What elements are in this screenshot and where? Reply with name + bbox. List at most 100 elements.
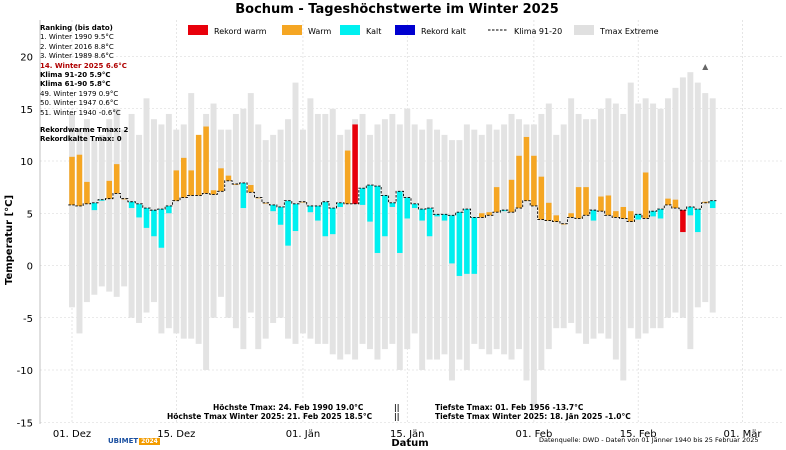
y-axis-label: Temperatur [°C]: [4, 195, 15, 285]
tmax-bar: [337, 202, 343, 207]
tmax-bar: [188, 170, 194, 196]
extreme-range-bar: [545, 103, 552, 350]
x-tick-label: 15. Jän: [390, 429, 425, 440]
extreme-range-bar: [501, 124, 508, 355]
tmax-bar: [553, 215, 560, 222]
ranking-current: 14. Winter 2025 6.6°C: [40, 61, 127, 70]
y-tick-label: 15: [20, 105, 33, 116]
extreme-range-bar: [583, 119, 590, 344]
legend-label: Rekord kalt: [421, 27, 466, 36]
tmax-bar: [158, 209, 165, 248]
tmax-bar: [434, 214, 440, 217]
record-marker: [702, 63, 709, 70]
legend-label: Kalt: [366, 27, 381, 36]
footer-highest: Höchste Tmax: 24. Feb 1990 19.0°C: [213, 403, 364, 412]
extreme-range-bar: [128, 113, 135, 318]
extreme-range-bar: [560, 124, 567, 329]
y-tick-label: 10: [20, 157, 33, 168]
tmax-bar: [471, 217, 478, 274]
tmax-bar: [397, 191, 403, 253]
legend-label: Klima 91-20: [514, 27, 562, 36]
tmax-bar: [695, 209, 701, 233]
tmax-bar: [404, 197, 411, 219]
tmax-bar: [590, 210, 597, 221]
extreme-range-bar: [218, 129, 224, 297]
extreme-range-bar: [188, 93, 195, 339]
logo-text: UBIMET: [108, 437, 139, 445]
tmax-bar: [121, 198, 127, 200]
tmax-bar: [69, 156, 75, 205]
tmax-bar: [270, 204, 276, 212]
tmax-bar: [359, 188, 366, 205]
tmax-bar: [113, 164, 120, 194]
x-axis-label: Datum: [391, 438, 428, 449]
tmax-bar: [91, 202, 98, 211]
extreme-range-bar: [426, 119, 433, 360]
tmax-bar: [635, 214, 641, 220]
extreme-range-bar: [270, 134, 277, 323]
tmax-bar: [426, 208, 433, 237]
extreme-range-bar: [195, 140, 202, 344]
tmax-bar: [627, 211, 634, 222]
climate-line: [68, 180, 717, 225]
ranking-line-1: 1. Winter 1990 9.5°C: [40, 33, 114, 42]
tmax-bar: [382, 195, 388, 237]
tmax-bar: [151, 210, 157, 237]
extreme-range-bar: [136, 134, 143, 323]
footer-highest-season: Höchste Tmax Winter 2025: 21. Feb 2025 1…: [167, 412, 373, 421]
y-tick-label: 5: [27, 209, 33, 220]
chart-title: Bochum - Tageshöchstwerte im Winter 2025: [235, 2, 559, 17]
tmax-bar: [613, 211, 619, 218]
x-tick-label: 15. Dez: [157, 429, 195, 440]
extreme-range-bar: [314, 113, 321, 344]
ranking-line-49: 49. Winter 1979 0.9°C: [40, 89, 119, 98]
extreme-range-bar: [665, 98, 671, 318]
extreme-range-bar: [69, 113, 75, 308]
tmax-bar: [538, 176, 545, 220]
extreme-range-bar: [605, 98, 612, 339]
legend-label: Warm: [308, 27, 331, 36]
ranking-klima-6190: Klima 61-90 5.8°C: [40, 80, 111, 89]
tmax-bar: [352, 124, 358, 204]
footer-separator-1: ||: [394, 403, 400, 412]
tmax-bar: [546, 202, 552, 221]
extreme-range-bar: [590, 119, 597, 339]
legend-label: Tmax Extreme: [599, 27, 659, 36]
x-tick-label: 01. Feb: [516, 429, 553, 440]
tmax-bar: [568, 213, 574, 218]
extreme-range-bar: [493, 129, 500, 350]
tmax-bar: [456, 212, 463, 276]
extreme-range-bar: [702, 93, 709, 303]
extreme-range-bar: [165, 113, 172, 329]
x-tick-label: 01. Dez: [53, 429, 91, 440]
records-cold: Rekordkalte Tmax: 0: [40, 135, 122, 144]
tmax-bar: [84, 181, 90, 204]
tmax-bar: [76, 154, 83, 206]
tmax-bar: [665, 198, 671, 205]
tmax-bar: [464, 209, 470, 274]
tmax-bar: [344, 150, 351, 204]
extreme-range-bar: [553, 134, 560, 329]
extreme-range-bar: [419, 129, 426, 370]
tmax-bar: [240, 182, 247, 209]
tmax-bar: [642, 172, 649, 219]
tmax-bar: [195, 134, 202, 196]
tmax-bar: [516, 155, 522, 209]
extreme-range-bar: [367, 134, 373, 350]
tmax-bar: [419, 209, 425, 221]
tmax-bar: [128, 201, 135, 209]
extreme-range-bar: [530, 124, 537, 409]
logo-tag: 2024: [139, 438, 160, 445]
extreme-range-bar: [635, 103, 642, 339]
tmax-bar: [225, 175, 232, 181]
extreme-range-bar: [508, 113, 515, 360]
tmax-bar: [389, 202, 396, 207]
extreme-range-bar: [180, 124, 187, 339]
tmax-bar: [605, 195, 612, 216]
extreme-range-bar: [299, 129, 306, 334]
legend-swatch: [395, 25, 415, 35]
tmax-bar: [315, 205, 321, 221]
extreme-range-bar: [538, 113, 545, 370]
tmax-bar: [650, 211, 656, 217]
tmax-bar: [493, 187, 500, 213]
